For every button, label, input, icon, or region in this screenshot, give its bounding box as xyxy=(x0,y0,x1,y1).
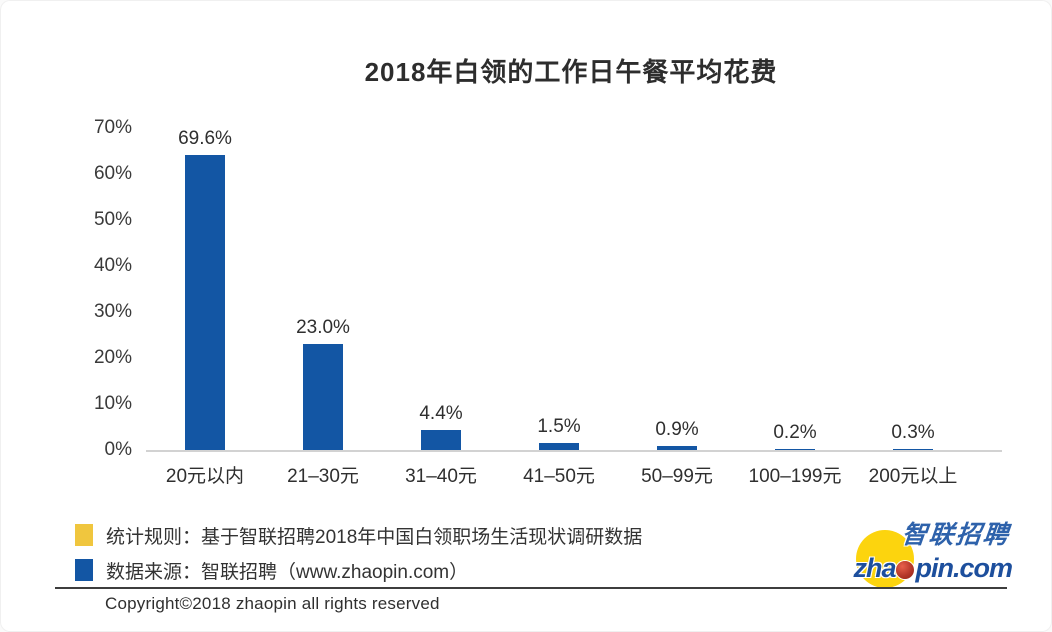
zhaopin-logo: 智联招聘 zha pin.com xyxy=(816,517,1013,588)
logo-chinese-text: 智联招聘 xyxy=(900,521,1012,549)
logo-domain-suffix: pin.com xyxy=(915,553,1013,583)
bar-column: 23.0% xyxy=(264,128,382,450)
bar xyxy=(185,155,225,450)
bar-value-label: 0.2% xyxy=(773,422,817,443)
y-tick-label: 0% xyxy=(104,439,132,460)
y-tick-label: 30% xyxy=(93,301,132,322)
y-tick-label: 60% xyxy=(93,163,132,184)
logo-domain-prefix: zha xyxy=(853,553,896,583)
bar xyxy=(421,430,461,450)
bar-column: 0.2% xyxy=(736,128,854,450)
bar-column: 0.9% xyxy=(618,128,736,450)
bar-value-label: 0.9% xyxy=(655,419,699,440)
legend-swatch-icon xyxy=(75,524,93,546)
plot-area: 69.6% 23.0% 4.4% 1.5% 0.9% 0.2% 0.3% xyxy=(146,128,1002,452)
x-axis-line xyxy=(146,450,1002,452)
legend-label: 数据来源：智联招聘（www.zhaopin.com） xyxy=(106,561,469,583)
legend-label: 统计规则：基于智联招聘2018年中国白领职场生活现状调研数据 xyxy=(106,526,643,548)
y-tick-label: 50% xyxy=(93,209,132,230)
bar-value-label: 69.6% xyxy=(178,128,232,149)
bar-value-label: 1.5% xyxy=(537,416,581,437)
bar-value-label: 0.3% xyxy=(891,422,935,443)
chart-title: 2018年白领的工作日午餐平均花费 xyxy=(364,57,778,87)
bar-chart: 0% 10% 20% 30% 40% 50% 60% 70% 69.6% 23.0% 4.4% 1.… xyxy=(56,117,1002,487)
x-tick-label: 100–199元 xyxy=(748,466,842,487)
logo-red-dot-icon xyxy=(896,561,915,579)
bar xyxy=(539,443,579,450)
bar xyxy=(303,344,343,450)
bar xyxy=(657,446,697,450)
bar-column: 69.6% xyxy=(146,128,264,450)
legend-item: 数据来源：智联招聘（www.zhaopin.com） xyxy=(75,559,642,583)
y-tick-label: 40% xyxy=(93,255,132,276)
x-tick-label: 41–50元 xyxy=(523,466,595,487)
separator-line xyxy=(55,587,1007,589)
y-tick-label: 10% xyxy=(93,393,132,414)
bar xyxy=(775,449,815,450)
legend-swatch-icon xyxy=(75,559,93,581)
logo-domain-text: zha pin.com xyxy=(853,553,1013,584)
copyright-text: Copyright©2018 zhaopin all rights reserv… xyxy=(105,594,440,613)
y-tick-label: 20% xyxy=(93,347,132,368)
x-tick-label: 21–30元 xyxy=(287,466,359,487)
x-tick-label: 20元以内 xyxy=(165,466,245,487)
y-tick-label: 70% xyxy=(93,117,132,138)
bar-value-label: 4.4% xyxy=(419,403,463,424)
x-tick-label: 200元以上 xyxy=(868,466,958,487)
bar xyxy=(893,449,933,450)
legend-item: 统计规则：基于智联招聘2018年中国白领职场生活现状调研数据 xyxy=(75,524,643,548)
x-tick-label: 31–40元 xyxy=(405,466,477,487)
bar-column: 0.3% xyxy=(854,128,972,450)
y-axis: 0% 10% 20% 30% 40% 50% 60% 70% xyxy=(56,117,146,460)
legend: 统计规则：基于智联招聘2018年中国白领职场生活现状调研数据 数据来源：智联招聘（… xyxy=(75,524,642,594)
x-tick-label: 50–99元 xyxy=(641,466,713,487)
x-axis-labels: 20元以内 21–30元 31–40元 41–50元 50–99元 100–199元 200… xyxy=(146,452,972,488)
bar-value-label: 23.0% xyxy=(296,317,350,338)
bar-column: 1.5% xyxy=(500,128,618,450)
bar-column: 4.4% xyxy=(382,128,500,450)
